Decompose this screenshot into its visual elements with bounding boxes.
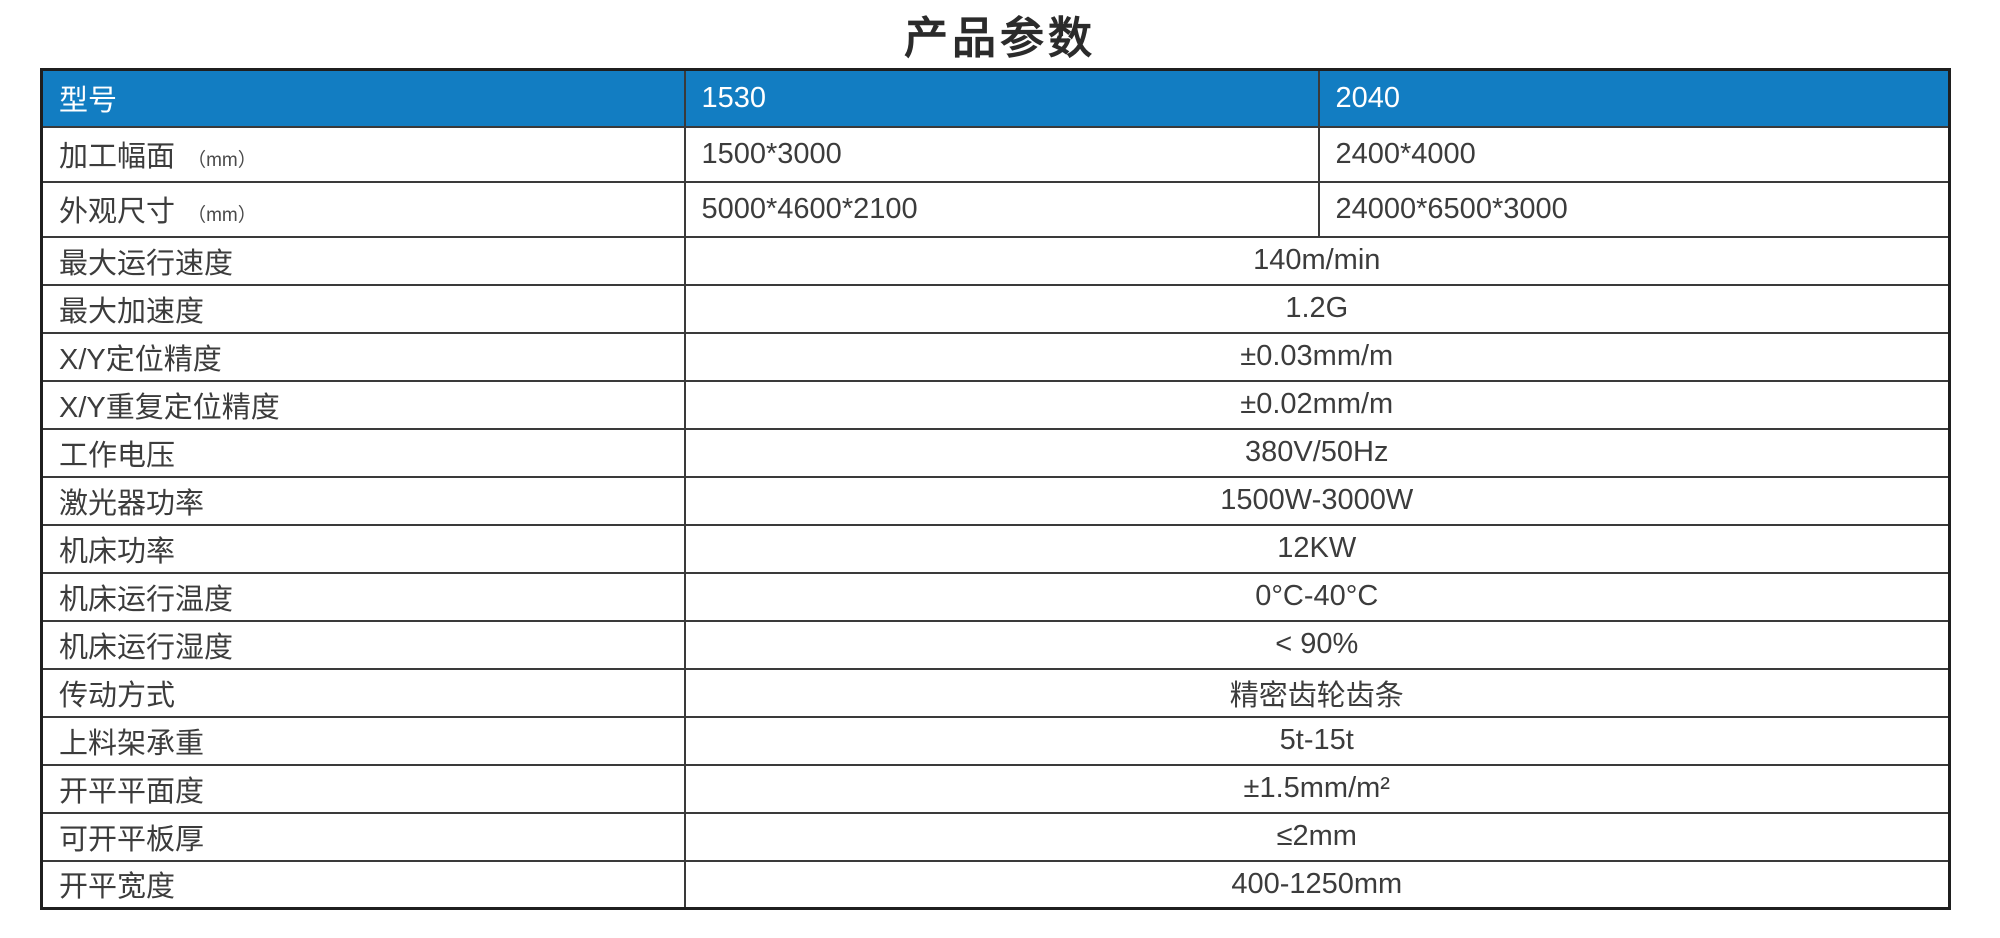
param-label-cell: 最大加速度 xyxy=(40,283,686,334)
param-value-cell: 1.2G xyxy=(683,283,1951,334)
param-value-cell: 0°C-40°C xyxy=(683,571,1951,622)
param-label-cell: 工作电压 xyxy=(40,427,686,478)
param-label-cell: 加工幅面 （mm） xyxy=(40,125,686,183)
table-row: 工作电压 380V/50Hz xyxy=(40,427,1951,478)
param-value-cell-2040: 24000*6500*3000 xyxy=(1317,180,1951,238)
param-label-cell: X/Y定位精度 xyxy=(40,331,686,382)
param-label-cell: 机床运行湿度 xyxy=(40,619,686,670)
table-row: 机床运行温度 0°C-40°C xyxy=(40,571,1951,622)
header-cell-model-1530: 1530 xyxy=(683,68,1320,128)
param-value-cell: ±0.03mm/m xyxy=(683,331,1951,382)
table-row: X/Y重复定位精度 ±0.02mm/m xyxy=(40,379,1951,430)
table-row: 可开平板厚 ≤2mm xyxy=(40,811,1951,862)
param-value-cell-1530: 1500*3000 xyxy=(683,125,1320,183)
table-row: 开平平面度 ±1.5mm/m² xyxy=(40,763,1951,814)
param-label-cell: 上料架承重 xyxy=(40,715,686,766)
param-value-cell-2040: 2400*4000 xyxy=(1317,125,1951,183)
param-label-cell: 开平平面度 xyxy=(40,763,686,814)
param-value-cell: ±1.5mm/m² xyxy=(683,763,1951,814)
param-value-cell: 1500W-3000W xyxy=(683,475,1951,526)
param-value-cell: 精密齿轮齿条 xyxy=(683,667,1951,718)
param-value-cell-1530: 5000*4600*2100 xyxy=(683,180,1320,238)
param-value-cell: ≤2mm xyxy=(683,811,1951,862)
table-row: 加工幅面 （mm） 1500*3000 2400*4000 xyxy=(40,125,1951,183)
table-row: 上料架承重 5t-15t xyxy=(40,715,1951,766)
table-row: 开平宽度 400-1250mm xyxy=(40,859,1951,910)
header-cell-param: 型号 xyxy=(40,68,686,128)
param-value-cell: < 90% xyxy=(683,619,1951,670)
param-label-unit: （mm） xyxy=(187,205,257,226)
param-value-cell: 400-1250mm xyxy=(683,859,1951,910)
param-label: 加工幅面 xyxy=(59,141,176,173)
table-row: 最大加速度 1.2G xyxy=(40,283,1951,334)
param-label-cell: 传动方式 xyxy=(40,667,686,718)
param-value-cell: 12KW xyxy=(683,523,1951,574)
param-label: 外观尺寸 xyxy=(59,196,176,228)
header-cell-model-2040: 2040 xyxy=(1317,68,1951,128)
product-spec-table: 型号 1530 2040 加工幅面 （mm） 1500*3000 2400*40… xyxy=(40,68,1951,910)
param-value-cell: ±0.02mm/m xyxy=(683,379,1951,430)
param-label-cell: 外观尺寸 （mm） xyxy=(40,180,686,238)
param-label-cell: 机床功率 xyxy=(40,523,686,574)
page: 产品参数 型号 1530 2040 加工幅面 （mm） 1500*3000 24… xyxy=(40,14,1951,910)
table-row: 外观尺寸 （mm） 5000*4600*2100 24000*6500*3000 xyxy=(40,180,1951,238)
param-label-cell: 可开平板厚 xyxy=(40,811,686,862)
param-value-cell: 5t-15t xyxy=(683,715,1951,766)
table-row: 机床运行湿度 < 90% xyxy=(40,619,1951,670)
table-row: 激光器功率 1500W-3000W xyxy=(40,475,1951,526)
param-label-cell: 开平宽度 xyxy=(40,859,686,910)
param-value-cell: 140m/min xyxy=(683,235,1951,286)
page-title: 产品参数 xyxy=(904,14,1096,63)
param-label-cell: 激光器功率 xyxy=(40,475,686,526)
table-row: X/Y定位精度 ±0.03mm/m xyxy=(40,331,1951,382)
table-row: 机床功率 12KW xyxy=(40,523,1951,574)
param-label-cell: 机床运行温度 xyxy=(40,571,686,622)
table-header-row: 型号 1530 2040 xyxy=(40,68,1951,128)
param-value-cell: 380V/50Hz xyxy=(683,427,1951,478)
param-label-unit: （mm） xyxy=(187,150,257,171)
param-label-cell: 最大运行速度 xyxy=(40,235,686,286)
param-label-cell: X/Y重复定位精度 xyxy=(40,379,686,430)
table-row: 传动方式 精密齿轮齿条 xyxy=(40,667,1951,718)
table-row: 最大运行速度 140m/min xyxy=(40,235,1951,286)
